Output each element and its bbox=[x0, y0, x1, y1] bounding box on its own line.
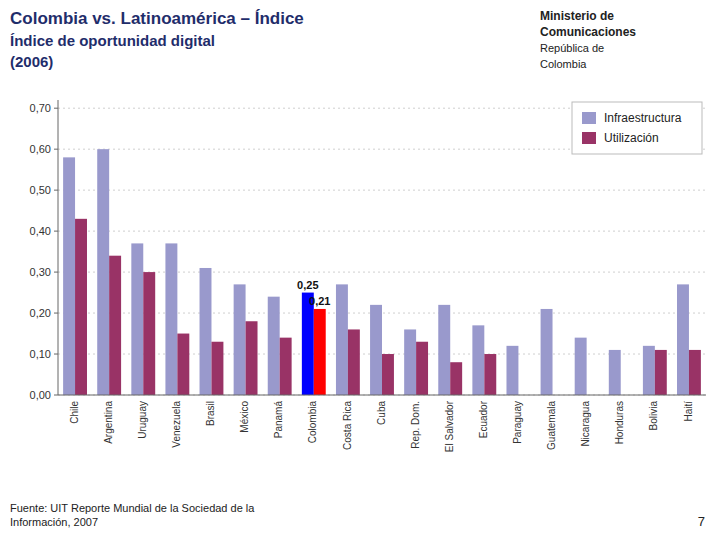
bar bbox=[200, 268, 212, 395]
bar bbox=[63, 157, 75, 395]
grid-line bbox=[58, 395, 706, 396]
legend-swatch bbox=[582, 112, 596, 124]
bar bbox=[609, 350, 621, 395]
bar bbox=[246, 321, 258, 395]
tick-label: 0,40 bbox=[30, 225, 51, 237]
bar bbox=[575, 338, 587, 395]
tick-mark bbox=[54, 272, 58, 273]
annotation: Información, 2007 bbox=[10, 516, 98, 528]
category-label: Rep. Dom. bbox=[410, 401, 421, 449]
tick-mark bbox=[54, 190, 58, 191]
category-label: Costa Rica bbox=[342, 401, 353, 450]
title: Colombia vs. Latinoamérica – Índice bbox=[10, 9, 304, 28]
category-label: Haití bbox=[683, 401, 694, 422]
category-label: Paraguay bbox=[512, 401, 523, 444]
data-label: 0,21 bbox=[309, 295, 330, 307]
bar bbox=[234, 284, 246, 395]
bars bbox=[63, 149, 701, 395]
tick-label: 0,20 bbox=[30, 307, 51, 319]
bar bbox=[541, 309, 553, 395]
tick-label: 0,10 bbox=[30, 348, 51, 360]
y-axis-line bbox=[58, 100, 59, 395]
bar bbox=[165, 243, 177, 395]
tick-mark bbox=[54, 108, 58, 109]
bar bbox=[302, 293, 314, 395]
bar bbox=[280, 338, 292, 395]
bar bbox=[370, 305, 382, 395]
tick-mark bbox=[54, 313, 58, 314]
page-number: 7 bbox=[698, 514, 705, 529]
bar bbox=[177, 334, 189, 395]
grid-line bbox=[58, 190, 706, 191]
bar bbox=[416, 342, 428, 395]
x-axis-line bbox=[58, 395, 706, 396]
data-labels: 0,25 0,21 bbox=[297, 279, 330, 307]
x-axis: Chile Argentina Uruguay Venezuela Brasil Méxi… bbox=[69, 400, 694, 452]
tick-label: 0,00 bbox=[30, 389, 51, 401]
tick-label: 0,50 bbox=[30, 184, 51, 196]
bar bbox=[348, 329, 360, 395]
category-label: Nicaragua bbox=[580, 401, 591, 447]
bar bbox=[472, 325, 484, 395]
category-label: México bbox=[239, 401, 250, 433]
tick-mark bbox=[54, 231, 58, 232]
annotation: Fuente: UIT Reporte Mundial de la Socied… bbox=[10, 502, 255, 514]
bar bbox=[211, 342, 223, 395]
bar bbox=[438, 305, 450, 395]
data-label: 0,25 bbox=[297, 279, 318, 291]
bar bbox=[109, 256, 121, 395]
category-label: El Salvador bbox=[444, 400, 455, 452]
bar bbox=[75, 219, 87, 395]
bar bbox=[506, 346, 518, 395]
bar bbox=[268, 297, 280, 395]
category-label: Honduras bbox=[614, 401, 625, 444]
subtitle: (2006) bbox=[10, 53, 53, 70]
tick-label: 0,60 bbox=[30, 143, 51, 155]
annotation: Ministerio de bbox=[540, 9, 614, 23]
tick-mark bbox=[54, 149, 58, 150]
legend-box bbox=[572, 102, 702, 154]
bar bbox=[677, 284, 689, 395]
category-label: Cuba bbox=[376, 401, 387, 425]
bar bbox=[314, 309, 326, 395]
bar bbox=[655, 350, 667, 395]
annotation: Colombia bbox=[540, 58, 587, 70]
subtitle: Índice de oportunidad digital bbox=[10, 32, 215, 49]
category-label: Bolivia bbox=[648, 401, 659, 431]
category-label: Argentina bbox=[103, 401, 114, 444]
bar bbox=[382, 354, 394, 395]
category-label: Colombia bbox=[307, 401, 318, 444]
category-label: Ecuador bbox=[478, 400, 489, 438]
tick-mark bbox=[54, 395, 58, 396]
legend-label: Infraestructura bbox=[604, 111, 682, 125]
bar bbox=[336, 284, 348, 395]
category-label: Brasil bbox=[205, 401, 216, 426]
bar bbox=[97, 149, 109, 395]
bar bbox=[450, 362, 462, 395]
category-label: Venezuela bbox=[171, 401, 182, 448]
category-label: Chile bbox=[69, 401, 80, 424]
header: Colombia vs. Latinoamérica – Índice Índic… bbox=[10, 9, 705, 529]
tick-label: 0,70 bbox=[30, 102, 51, 114]
bar bbox=[143, 272, 155, 395]
legend: Infraestructura Utilización bbox=[572, 102, 702, 154]
annotation: Comunicaciones bbox=[540, 25, 636, 39]
chart-container: Colombia vs. Latinoamérica – Índice Índic… bbox=[0, 0, 720, 540]
category-label: Uruguay bbox=[137, 401, 148, 439]
bar bbox=[131, 243, 143, 395]
category-label: Guatemala bbox=[546, 401, 557, 450]
bar bbox=[689, 350, 701, 395]
grid-line bbox=[58, 231, 706, 232]
bar bbox=[643, 346, 655, 395]
bar bbox=[484, 354, 496, 395]
chart-svg: Colombia vs. Latinoamérica – Índice Índic… bbox=[0, 0, 720, 540]
annotation: República de bbox=[540, 42, 604, 54]
bar bbox=[404, 329, 416, 395]
tick-mark bbox=[54, 354, 58, 355]
legend-label: Utilización bbox=[604, 131, 659, 145]
legend-swatch bbox=[582, 132, 596, 144]
y-axis: 0,00 0,10 0,20 0,30 0,40 0,50 0,60 0,70 bbox=[30, 100, 58, 401]
category-label: Panamá bbox=[273, 401, 284, 439]
tick-label: 0,30 bbox=[30, 266, 51, 278]
